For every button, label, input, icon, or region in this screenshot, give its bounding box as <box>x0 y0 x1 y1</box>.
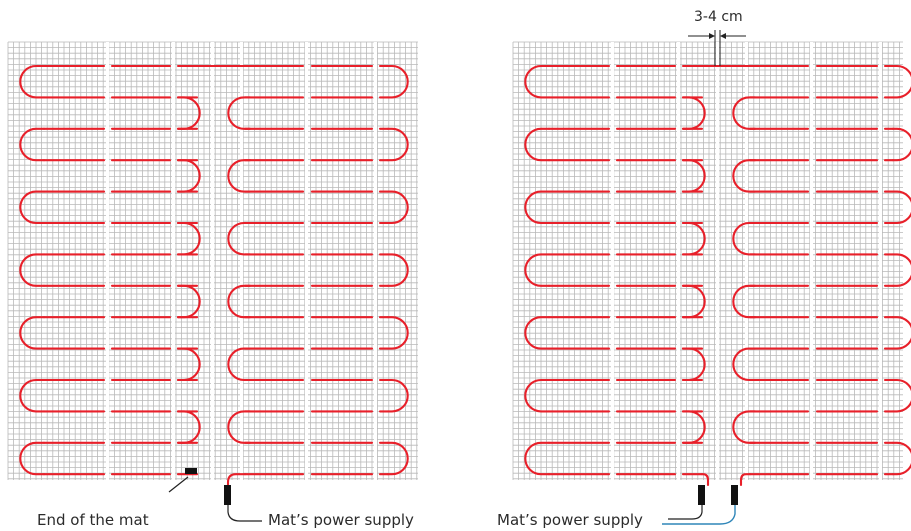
right-heating-cable <box>524 64 911 487</box>
right-power-lead-cable-1 <box>700 473 710 487</box>
right-power-lead-cable-2 <box>739 473 752 487</box>
cable-loop-outer-right <box>386 378 409 413</box>
cable-loop-inner-right <box>732 410 757 444</box>
right-mesh-grid <box>512 41 903 480</box>
cable-loop-inner-left <box>176 221 201 256</box>
strip-gap <box>745 42 748 480</box>
strip-gap <box>211 42 214 480</box>
cable-loop-inner-left <box>681 96 706 130</box>
end-of-mat-label: End of the mat <box>37 511 149 529</box>
cable-loop-outer-right <box>386 190 409 225</box>
strip-gap <box>374 42 377 480</box>
cable-loop-outer-right <box>386 316 409 350</box>
cable-loop-outer-left <box>524 378 551 413</box>
cable-loop-inner-left <box>681 410 706 444</box>
cable-loop-outer-right <box>891 441 911 476</box>
left-power-supply-lead <box>227 505 262 522</box>
cable-loop-inner-right <box>227 221 252 256</box>
cable-loop-inner-left <box>681 159 706 193</box>
cable-loop-inner-right <box>227 284 252 319</box>
cable-loop-inner-right <box>227 96 252 130</box>
strip-gap <box>240 42 243 480</box>
cable-loop-outer-right <box>891 127 911 162</box>
cable-loop-inner-left <box>681 221 706 256</box>
cable-loop-inner-left <box>681 284 706 319</box>
cable-loop-outer-left <box>524 64 551 99</box>
cable-loop-outer-right <box>891 64 911 99</box>
right-power-supply-lead-blue <box>662 505 736 525</box>
cable-loop-inner-left <box>176 347 201 382</box>
spacing-label: 3-4 cm <box>694 9 743 25</box>
cable-loop-outer-left <box>524 127 551 162</box>
strip-gap <box>106 42 109 480</box>
cable-loop-inner-left <box>176 96 201 130</box>
cable-loop-outer-left <box>524 190 551 225</box>
left-mesh-grid <box>7 41 418 480</box>
cable-loop-outer-right <box>891 253 911 287</box>
cable-loop-outer-left <box>19 190 46 225</box>
cable-loop-outer-right <box>386 127 409 162</box>
cable-loop-outer-left <box>19 64 46 99</box>
cable-loop-outer-left <box>19 316 46 350</box>
cable-loop-outer-left <box>19 441 46 476</box>
left-heating-cable <box>19 64 409 487</box>
end-of-mat-cap <box>185 468 197 474</box>
cable-loop-inner-right <box>732 96 757 130</box>
cable-loop-outer-right <box>891 190 911 225</box>
left-power-lead-cable <box>226 473 247 487</box>
cable-loop-outer-left <box>19 253 46 287</box>
cable-loop-inner-right <box>227 347 252 382</box>
end-of-mat-pointer <box>168 476 189 493</box>
strip-gap <box>879 42 882 480</box>
cable-loop-inner-right <box>732 221 757 256</box>
cable-loop-outer-right <box>386 441 409 476</box>
cable-loop-inner-right <box>732 347 757 382</box>
left-power-supply-label: Mat’s power supply <box>268 511 414 529</box>
cable-loop-inner-right <box>732 284 757 319</box>
cable-loop-inner-right <box>227 410 252 444</box>
right-mat-layout: Mat’s power supply 3-4 cm <box>497 9 911 529</box>
right-power-supply-label: Mat’s power supply <box>497 511 643 529</box>
strip-gap <box>716 42 719 480</box>
cable-loop-inner-left <box>681 347 706 382</box>
cable-loop-inner-left <box>176 410 201 444</box>
right-power-supply-lead-black <box>668 505 703 520</box>
left-mat-layout: End of the mat Mat’s power supply <box>7 41 418 529</box>
right-power-connector-2 <box>731 485 738 505</box>
strip-gap <box>810 42 813 480</box>
right-power-connector-1 <box>698 485 705 505</box>
cable-loop-outer-left <box>19 378 46 413</box>
cable-loop-outer-left <box>524 441 551 476</box>
strip-gap <box>172 42 175 480</box>
cable-loop-outer-right <box>891 316 911 350</box>
cable-loop-outer-right <box>891 378 911 413</box>
strip-gap <box>677 42 680 480</box>
strip-gap <box>611 42 614 480</box>
left-power-connector <box>224 485 231 505</box>
cable-loop-outer-right <box>386 64 409 99</box>
cable-loop-outer-left <box>524 316 551 350</box>
spacing-dimension: 3-4 cm <box>688 9 746 66</box>
cable-loop-inner-left <box>176 159 201 193</box>
cable-loop-inner-right <box>227 159 252 193</box>
cable-loop-inner-right <box>732 159 757 193</box>
cable-loop-outer-left <box>19 127 46 162</box>
cable-loop-outer-right <box>386 253 409 287</box>
cable-loop-inner-left <box>176 284 201 319</box>
strip-gap <box>305 42 308 480</box>
cable-loop-outer-left <box>524 253 551 287</box>
